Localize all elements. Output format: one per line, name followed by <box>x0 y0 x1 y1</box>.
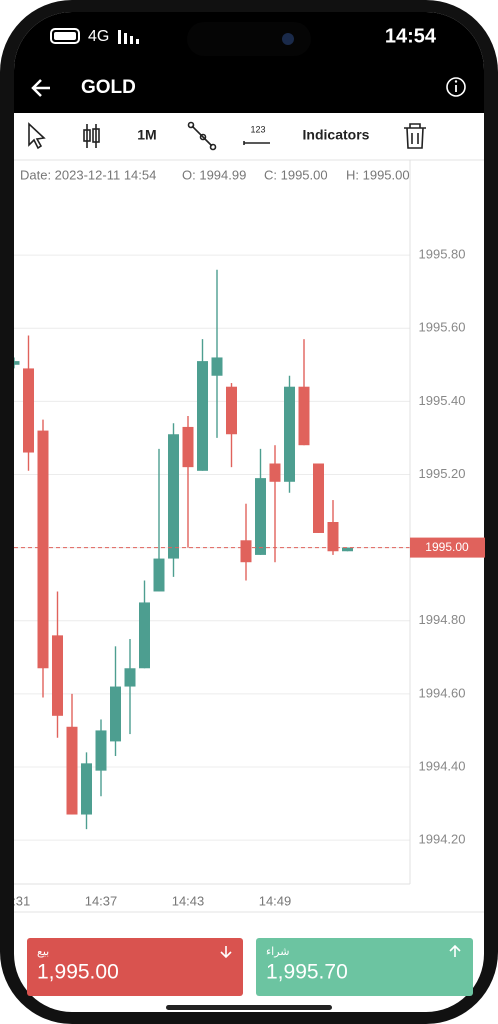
chart: 1994.20 1994.40 1994.60 1994.80 1995.00 1995.… <box>0 160 485 908</box>
x-tick-label: 14:49 <box>259 893 292 908</box>
line-tool-label[interactable]: 123 <box>250 124 265 134</box>
candle-body <box>226 386 237 435</box>
buy-label: شراء <box>266 946 290 958</box>
buy-arrow <box>449 944 461 957</box>
clock: 14:54 <box>385 25 437 47</box>
info-open: O: 1994.99 <box>182 167 246 182</box>
line-tool[interactable] <box>243 141 270 145</box>
candle-body <box>182 426 194 468</box>
signal <box>118 30 139 44</box>
candle-body <box>139 602 150 669</box>
y-tick-label: 1995.40 <box>419 393 466 408</box>
indicators-button[interactable]: Indicators <box>303 127 370 143</box>
timeframe[interactable]: 1M <box>137 127 156 143</box>
pointer-tool[interactable] <box>28 122 46 150</box>
header-title: GOLD <box>81 77 136 98</box>
candle-body <box>211 357 223 376</box>
info-close: C: 1995.00 <box>264 167 328 182</box>
candle-body <box>313 463 324 533</box>
sell-button[interactable] <box>27 938 243 996</box>
network: 4G <box>88 28 109 45</box>
candle-body <box>298 386 310 446</box>
y-tick-label: 1994.80 <box>419 612 466 627</box>
candle-body <box>81 763 92 815</box>
x-tick-label: 14:31 <box>0 893 30 908</box>
buy-price: 1,995.70 <box>266 961 348 984</box>
delete-button[interactable] <box>404 123 426 149</box>
candle-body <box>327 522 339 552</box>
buy-button[interactable] <box>256 938 473 996</box>
candle-body <box>23 368 34 453</box>
candle-body <box>168 434 179 559</box>
info-date: Date: 2023-12-11 14:54 <box>20 167 156 182</box>
candle-body <box>124 668 136 687</box>
x-tick-label: 14:43 <box>172 893 205 908</box>
last-price-label: 1995.00 <box>425 540 469 554</box>
plot-area <box>14 254 410 841</box>
candle-body <box>153 558 165 592</box>
dynamic-island <box>187 22 311 56</box>
y-tick-label: 1995.80 <box>419 247 466 262</box>
back-button[interactable] <box>31 79 50 97</box>
y-tick-label: 1994.60 <box>419 685 466 700</box>
y-tick-label: 1995.20 <box>419 466 466 481</box>
sell-arrow <box>220 946 232 959</box>
y-tick-label: 1995.60 <box>419 320 466 335</box>
battery-level <box>54 32 76 40</box>
y-tick-label: 1994.40 <box>419 758 466 773</box>
sell-price: 1,995.00 <box>37 961 119 984</box>
candle-body <box>240 540 252 563</box>
candle-body <box>14 361 20 365</box>
last-price-tag <box>410 537 485 558</box>
trendline-tool[interactable] <box>187 121 217 151</box>
candle-body <box>342 547 353 552</box>
x-tick-label: 14:37 <box>85 893 118 908</box>
candle-body <box>66 726 78 815</box>
info-row: Date: 2023-12-11 14:54 O: 1994.99 C: 199… <box>20 167 410 182</box>
candle-body <box>52 635 63 716</box>
y-tick-label: 1994.20 <box>419 832 466 847</box>
info-high: H: 1995.00 <box>346 167 410 182</box>
sell-label: بيع <box>37 946 49 958</box>
home-indicator <box>166 1005 332 1010</box>
info-button[interactable] <box>446 77 466 97</box>
camera <box>282 33 294 45</box>
battery <box>50 28 80 44</box>
candle-body <box>255 478 266 555</box>
candle-body <box>110 686 121 742</box>
candle-tool[interactable] <box>83 124 100 148</box>
candle-body <box>197 361 208 471</box>
candle-body <box>37 430 49 669</box>
candle-body <box>95 730 107 771</box>
candle-body <box>284 386 295 482</box>
candle-body <box>269 463 281 482</box>
screen <box>14 12 484 1012</box>
x-axis: 14:31 14:37 14:43 14:49 <box>0 893 292 908</box>
